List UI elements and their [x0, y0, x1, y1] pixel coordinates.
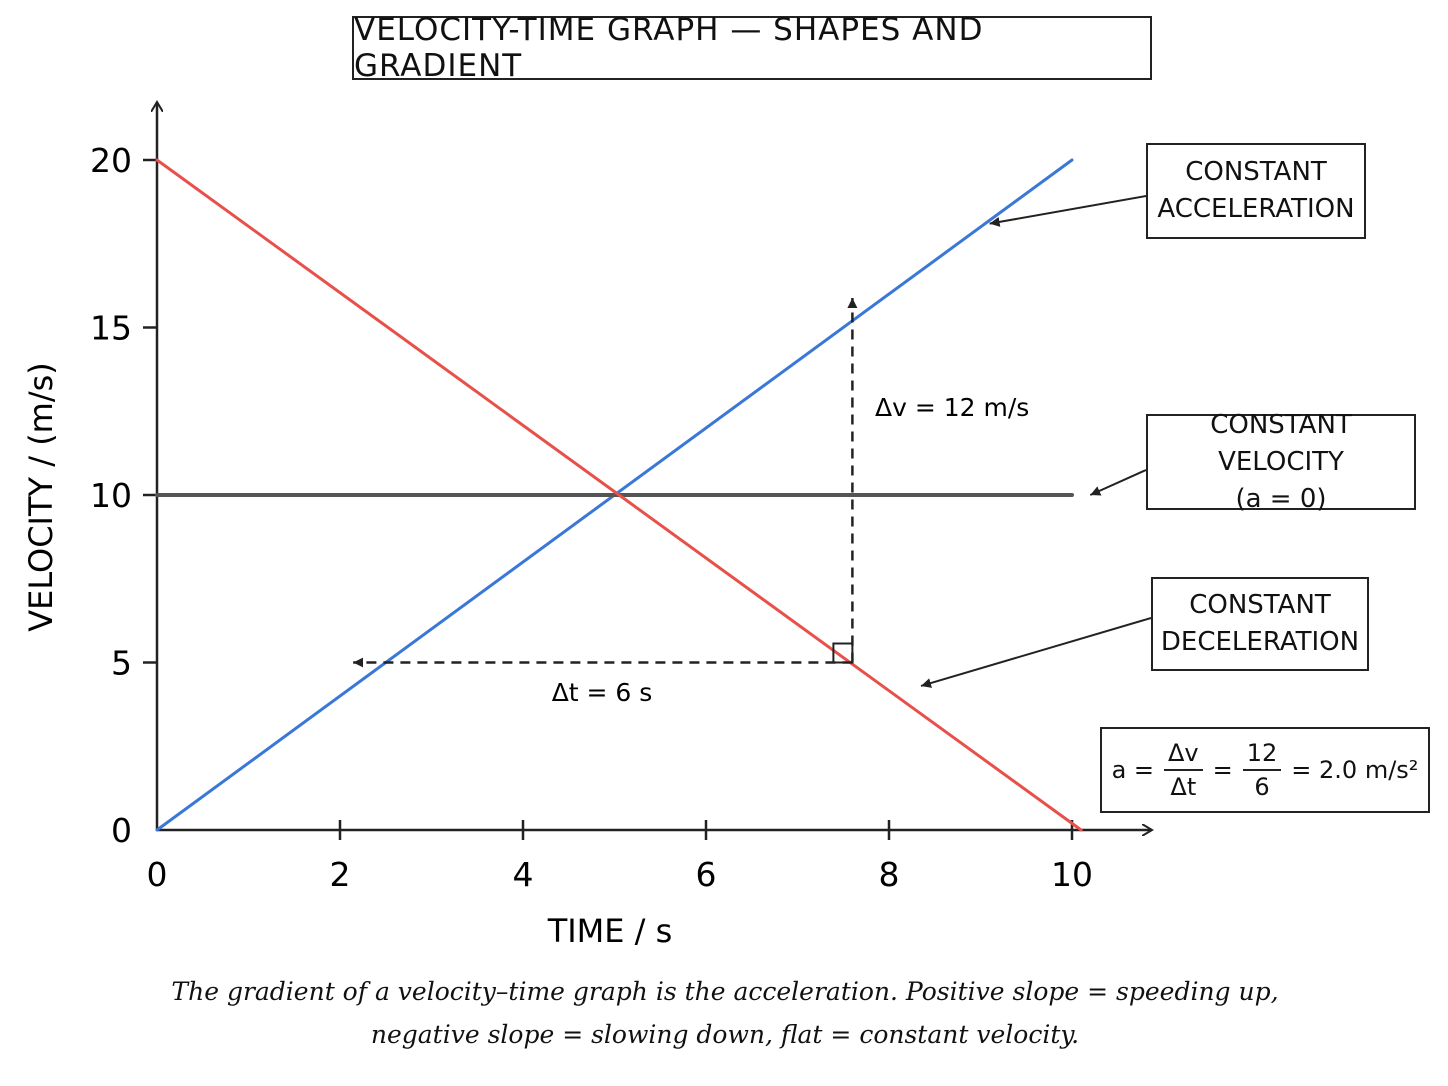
formula-fraction-values: 12 6	[1242, 739, 1282, 801]
formula-dt: Δt	[1170, 773, 1197, 801]
formula-6: 6	[1254, 773, 1270, 801]
caption-line-1: The gradient of a velocity–time graph is…	[171, 977, 1279, 1006]
gradient-formula: a = Δv Δt = 12 6 = 2.0 m/s²	[1100, 727, 1430, 813]
x-tick-label: 8	[879, 855, 900, 894]
chart-title: VELOCITY-TIME GRAPH — SHAPES AND GRADIEN…	[352, 12, 1152, 84]
callout-acceleration-line2: ACCELERATION	[1157, 194, 1355, 224]
delta-t-label: Δt = 6 s	[552, 678, 653, 707]
x-tick-label: 4	[513, 855, 534, 894]
y-tick-label: 0	[111, 811, 132, 850]
y-tick-label: 5	[111, 644, 132, 683]
x-axis-label: TIME / s	[547, 912, 673, 950]
callout-deceleration-line1: CONSTANT	[1189, 590, 1331, 620]
callout-velocity-line2: (a = 0)	[1235, 483, 1327, 514]
pointer-deceleration	[920, 617, 1152, 688]
callout-constant-velocity: CONSTANT VELOCITY (a = 0)	[1146, 410, 1416, 514]
callout-constant-deceleration: CONSTANT DECELERATION	[1151, 577, 1369, 671]
caption: The gradient of a velocity–time graph is…	[100, 970, 1350, 1056]
x-tick-label: 6	[696, 855, 717, 894]
x-tick-label: 10	[1051, 855, 1093, 894]
pointer-velocity	[1089, 469, 1147, 496]
callout-deceleration-line2: DECELERATION	[1160, 627, 1360, 657]
callout-constant-acceleration: CONSTANT ACCELERATION	[1146, 143, 1366, 239]
y-axis-label: VELOCITY / (m/s)	[22, 362, 60, 632]
x-tick-label: 0	[147, 855, 168, 894]
formula-equals: =	[1212, 756, 1233, 784]
callout-velocity-line1: CONSTANT VELOCITY	[1210, 409, 1352, 477]
callout-acceleration-line1: CONSTANT	[1185, 157, 1327, 187]
y-tick-label: 20	[90, 141, 132, 180]
pointer-acceleration	[989, 195, 1147, 227]
caption-line-2: negative slope = slowing down, flat = co…	[370, 1020, 1080, 1049]
formula-result: = 2.0 m/s²	[1291, 756, 1419, 784]
formula-12: 12	[1242, 739, 1282, 771]
x-tick-label: 2	[330, 855, 351, 894]
formula-fraction-delta: Δv Δt	[1164, 739, 1203, 801]
series-constant-deceleration	[155, 158, 1083, 832]
formula-lhs: a =	[1111, 756, 1155, 784]
right-angle-marker	[832, 642, 854, 664]
y-tick-label: 15	[90, 309, 132, 348]
delta-v-label: Δv = 12 m/s	[875, 393, 1029, 422]
formula-dv: Δv	[1164, 739, 1203, 771]
y-tick-label: 10	[90, 476, 132, 515]
